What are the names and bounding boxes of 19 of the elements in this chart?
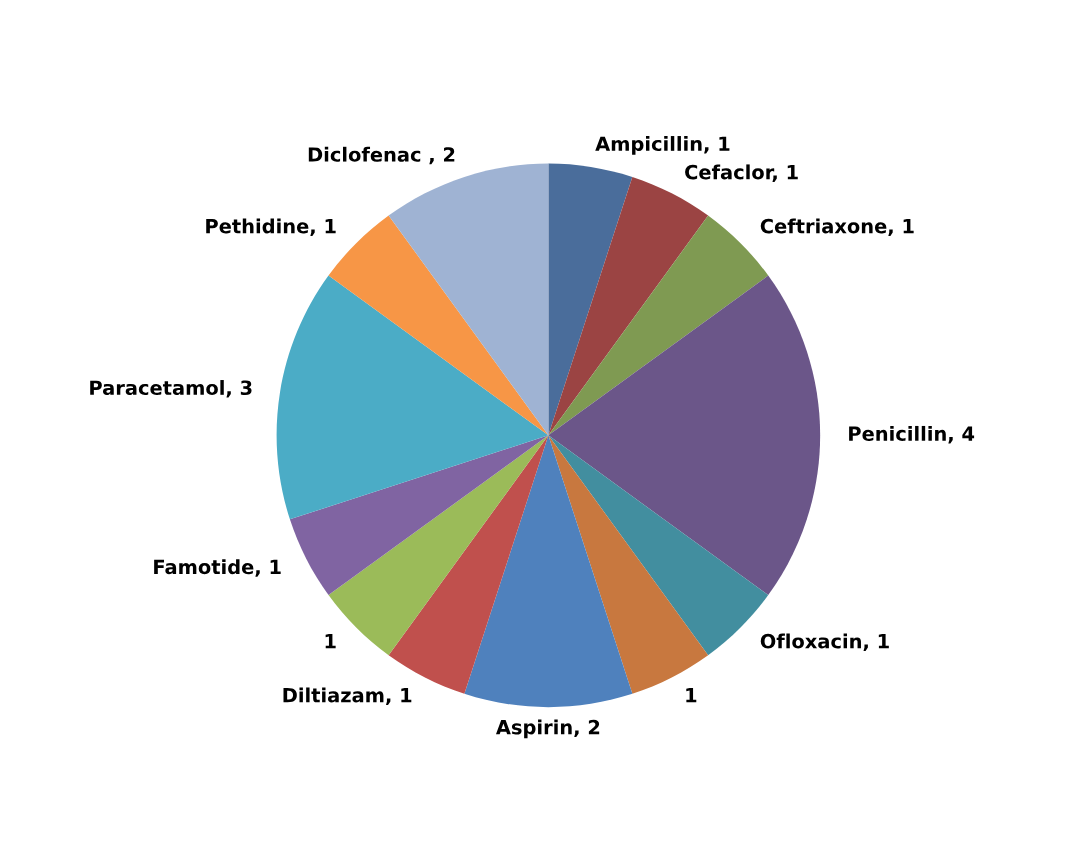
slice-label: Diltiazam, 1 (283, 687, 412, 706)
data-label: 1 (686, 688, 697, 703)
pie-slice (388, 163, 549, 436)
pie-slice (548, 163, 633, 436)
pie-slice (464, 435, 633, 708)
slice-label: Ceftriaxone, 1 (760, 218, 914, 236)
slice-label: Ampicillin, 1 (595, 136, 730, 155)
slice-label: Cefaclor, 1 (685, 164, 798, 182)
pie-slice (289, 435, 549, 596)
slice-label: Pethidine, 1 (206, 218, 336, 236)
slice-label: Famotide, 1 (154, 559, 281, 577)
pie-slice (276, 275, 549, 520)
slice-label: Paracetamol, 3 (90, 380, 252, 398)
pie-slice (548, 275, 821, 596)
data-label: 1 (325, 634, 336, 649)
slice-label: Ofloxacin, 1 (760, 633, 889, 652)
slice-label: Aspirin, 2 (495, 719, 600, 739)
slice-label: Diclofenac , 2 (308, 146, 455, 165)
slice-label: Penicillin, 4 (849, 425, 975, 444)
